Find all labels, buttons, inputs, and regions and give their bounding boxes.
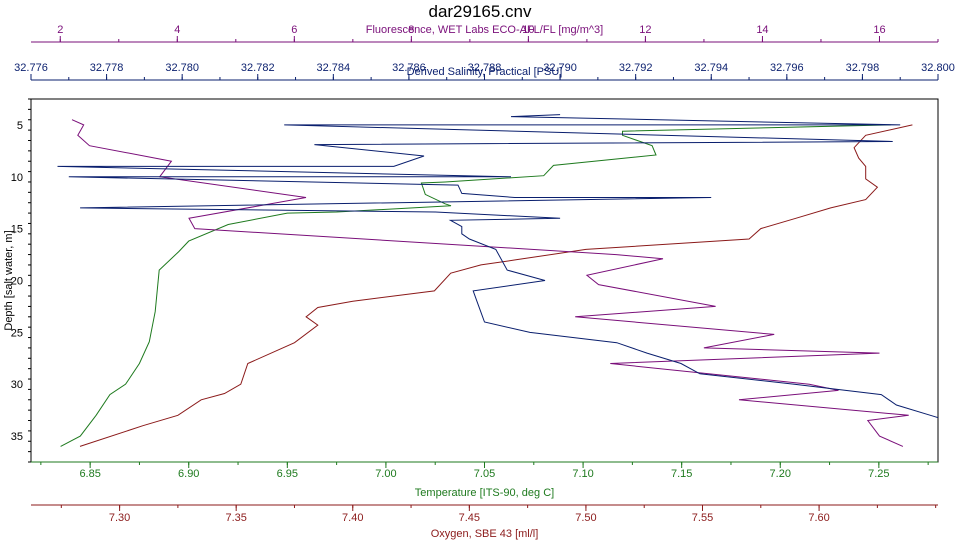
fluorescence-tick-label: 14 [756, 24, 768, 36]
depth-tick-label: 30 [11, 379, 23, 391]
chart-title: dar29165.cnv [428, 2, 532, 21]
oxygen-tick-label: 7.45 [459, 512, 480, 524]
fluorescence-tick-label: 10 [522, 24, 534, 36]
salinity-tick-label: 32.790 [543, 62, 577, 74]
fluorescence-tick-label: 2 [57, 24, 63, 36]
temperature-tick-label: 7.15 [671, 468, 692, 480]
salinity-tick-label: 32.796 [770, 62, 804, 74]
depth-tick-label: 5 [17, 120, 23, 132]
fluorescence-tick-label: 16 [873, 24, 885, 36]
depth-axis: 5 10 15 20 25 30 35 Depth [salt water, m] [3, 98, 31, 463]
oxygen-tick-label: 7.60 [808, 512, 829, 524]
oxygen-axis-title: Oxygen, SBE 43 [ml/l] [431, 528, 539, 540]
temperature-axis: 6.85 6.90 6.95 7.00 7.05 7.10 7.15 7.20 7.25 Temp… [31, 461, 938, 499]
fluorescence-series-line [71, 119, 909, 447]
salinity-tick-label: 32.780 [165, 62, 199, 74]
temperature-tick-label: 7.10 [572, 468, 593, 480]
salinity-tick-label: 32.788 [468, 62, 502, 74]
temperature-axis-title: Temperature [ITS-90, deg C] [415, 487, 554, 499]
fluorescence-axis: 2 4 6 8 10 12 14 16 Fluorescence, WET Labs ECO-A… [31, 24, 939, 43]
oxygen-tick-label: 7.30 [109, 512, 130, 524]
salinity-tick-label: 32.782 [241, 62, 275, 74]
fluorescence-tick-label: 12 [639, 24, 651, 36]
depth-tick-label: 25 [11, 327, 23, 339]
temperature-tick-label: 7.05 [474, 468, 495, 480]
salinity-tick-label: 32.778 [90, 62, 124, 74]
depth-tick-label: 35 [11, 431, 23, 443]
depth-tick-label: 20 [11, 276, 23, 288]
salinity-axis-title: Derived Salinity, Practical [PSU] [407, 66, 563, 78]
salinity-tick-label: 32.800 [921, 62, 955, 74]
depth-tick-label: 15 [11, 224, 23, 236]
salinity-tick-label: 32.792 [619, 62, 653, 74]
temperature-tick-label: 7.00 [375, 468, 396, 480]
salinity-axis: 32.776 32.778 32.780 32.782 32.784 32.786 32.7… [14, 62, 955, 81]
fluorescence-tick-label: 6 [291, 24, 297, 36]
temperature-series-line [60, 124, 891, 447]
salinity-tick-label: 32.784 [317, 62, 351, 74]
temperature-tick-label: 6.90 [178, 468, 199, 480]
fluorescence-tick-label: 4 [174, 24, 180, 36]
oxygen-tick-label: 7.35 [225, 512, 246, 524]
temperature-tick-label: 6.95 [277, 468, 298, 480]
depth-tick-label: 10 [11, 172, 23, 184]
oxygen-tick-label: 7.40 [342, 512, 363, 524]
temperature-tick-label: 7.20 [770, 468, 791, 480]
salinity-tick-label: 32.776 [14, 62, 48, 74]
fluorescence-tick-label: 8 [408, 24, 414, 36]
oxygen-tick-label: 7.50 [575, 512, 596, 524]
salinity-tick-label: 32.798 [846, 62, 880, 74]
temperature-tick-label: 6.85 [79, 468, 100, 480]
oxygen-tick-label: 7.55 [692, 512, 713, 524]
plot-frame [30, 98, 939, 463]
temperature-tick-label: 7.25 [868, 468, 889, 480]
salinity-tick-label: 32.786 [392, 62, 426, 74]
fluorescence-axis-title: Fluorescence, WET Labs ECO-AFL/FL [mg/m^… [366, 24, 603, 36]
salinity-tick-label: 32.794 [694, 62, 728, 74]
salinity-series-line [57, 114, 938, 419]
oxygen-axis: 7.30 7.35 7.40 7.45 7.50 7.55 7.60 Oxygen, SBE … [31, 504, 938, 540]
depth-axis-title: Depth [salt water, m] [3, 230, 15, 330]
oxygen-series-line [79, 124, 913, 447]
